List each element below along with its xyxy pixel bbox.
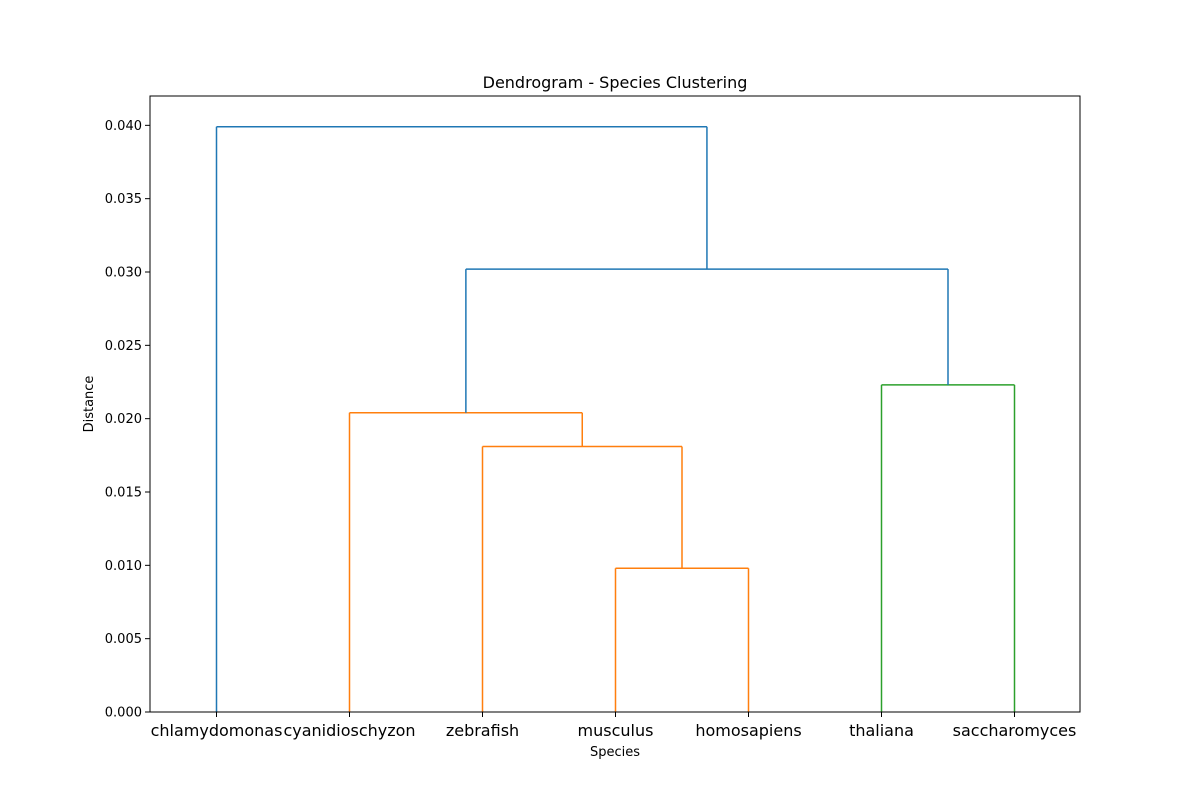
y-axis-ticks: 0.000 0.005 0.010 0.015 0.020 0.025 0.030 0.035… [105,119,150,721]
y-axis-label: Distance [82,376,97,433]
x-tick-label-chlamydomonas: chlamydomonas [151,721,283,740]
chart-title: Dendrogram - Species Clustering [483,73,748,92]
y-tick-label: 0.040 [105,119,142,134]
y-tick-label: 0.005 [105,632,142,647]
y-tick-label: 0.020 [105,412,142,427]
x-tick-label-homosapiens: homosapiens [695,721,801,740]
x-tick-label-musculus: musculus [578,721,654,740]
y-tick-label: 0.035 [105,192,142,207]
y-tick-label: 0.030 [105,266,142,281]
y-tick-label: 0.010 [105,559,142,574]
dendrogram-links [215,126,1016,712]
x-axis-label: Species [590,745,640,760]
y-tick-label: 0.025 [105,339,142,354]
x-tick-label-zebrafish: zebrafish [446,721,519,740]
y-tick-label: 0.015 [105,486,142,501]
x-tick-label-cyanidioschyzon: cyanidioschyzon [283,721,415,740]
x-tick-label-saccharomyces: saccharomyces [953,721,1077,740]
x-tick-label-thaliana: thaliana [849,721,914,740]
x-axis-ticks: chlamydomonas cyanidioschyzon zebrafish mus… [151,712,1077,740]
y-tick-label: 0.000 [105,706,142,721]
